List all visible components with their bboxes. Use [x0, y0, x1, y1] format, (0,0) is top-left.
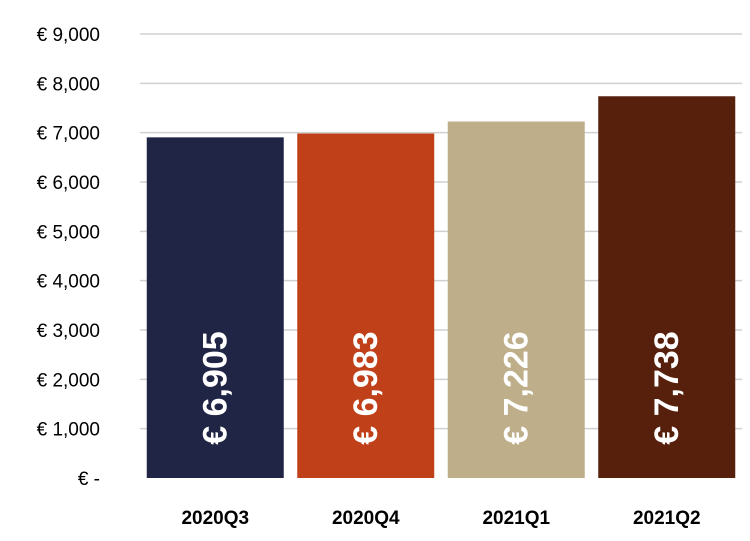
x-axis-category-labels: 2020Q3 2020Q4 2021Q1 2021Q2 — [181, 508, 700, 529]
y-tick-label: € 5,000 — [37, 222, 100, 243]
y-tick-label: € 6,000 — [37, 173, 100, 194]
bar-2021Q2 — [598, 96, 736, 478]
y-tick-label: € - — [78, 469, 100, 490]
data-labels: € 6,905 € 6,983 € 7,226 € 7,738 — [196, 331, 686, 444]
y-tick-label: € 1,000 — [37, 420, 100, 441]
bar-value-label: € 6,983 — [347, 331, 385, 444]
y-tick-label: € 9,000 — [37, 25, 100, 46]
x-category-label: 2020Q4 — [332, 508, 400, 529]
bar-2021Q1 — [447, 121, 585, 478]
bar-value-label: € 7,738 — [648, 331, 686, 444]
y-tick-label: € 3,000 — [37, 321, 100, 342]
y-tick-label: € 2,000 — [37, 370, 100, 391]
y-axis-tick-labels: € - € 1,000 € 2,000 € 3,000 € 4,000 € 5,000 € … — [37, 25, 100, 490]
bar-value-label: € 7,226 — [497, 331, 535, 444]
y-tick-label: € 4,000 — [37, 272, 100, 293]
y-tick-label: € 8,000 — [37, 74, 100, 95]
y-tick-label: € 7,000 — [37, 124, 100, 145]
bars — [146, 96, 736, 478]
x-category-label: 2021Q2 — [633, 508, 701, 529]
bar-2020Q3 — [146, 137, 284, 478]
x-category-label: 2020Q3 — [181, 508, 249, 529]
x-category-label: 2021Q1 — [482, 508, 550, 529]
bar-2020Q4 — [297, 133, 435, 478]
bar-value-label: € 6,905 — [196, 331, 234, 444]
